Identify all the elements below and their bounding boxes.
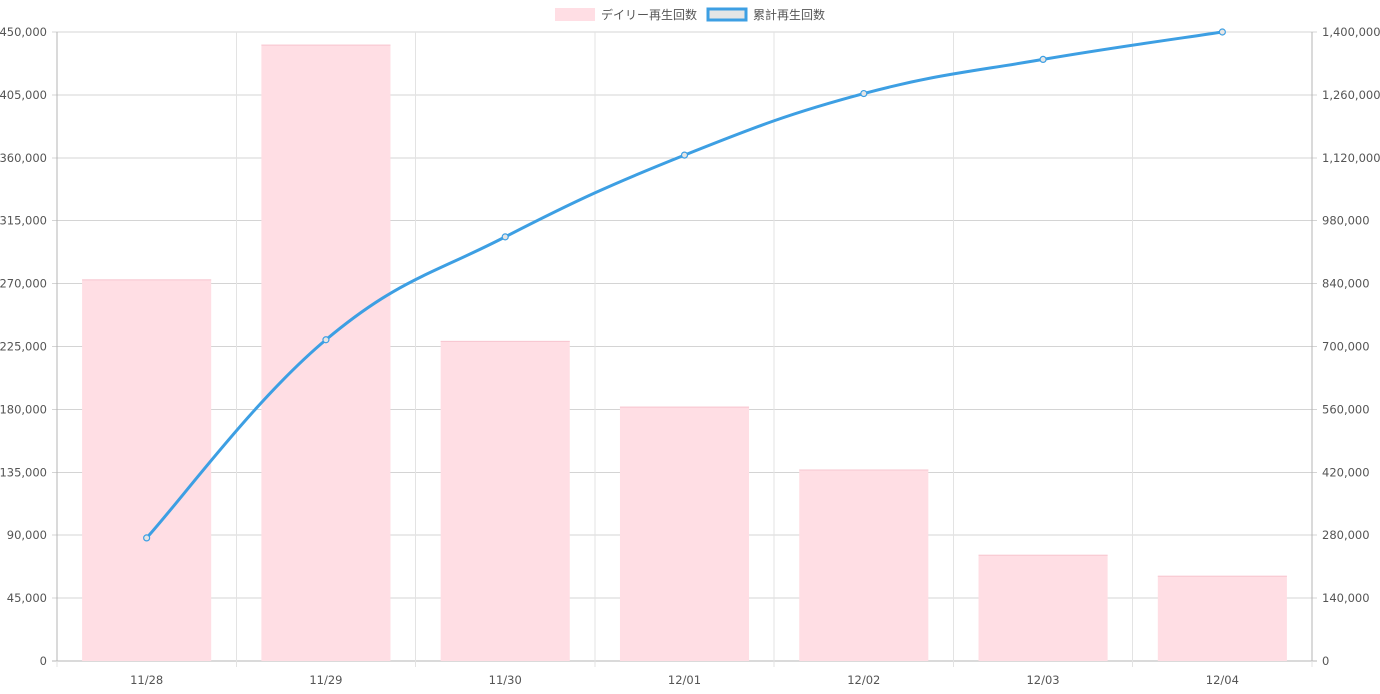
axes: 0 0 45,000 140,000 90,000 280,000 135,000 420,0… [0,25,1380,687]
y-right-tick-label: 700,000 [1322,340,1370,354]
y-left-tick-label: 0 [40,654,47,668]
legend-label-daily[interactable]: デイリー再生回数 [601,7,697,22]
x-tick-label: 12/02 [847,673,880,687]
y-right-tick-label: 280,000 [1322,528,1370,542]
y-left-tick-label: 360,000 [0,151,47,165]
line-point-12-03[interactable] [1039,55,1047,64]
y-right-tick-label: 1,120,000 [1322,151,1380,165]
y-right-tick-label: 0 [1322,654,1329,668]
bar-12-01[interactable] [619,406,750,661]
bar-series [82,44,1287,661]
y-right-tick-label: 140,000 [1322,591,1370,605]
line-point-12-02[interactable] [860,89,868,98]
line-point-11-30[interactable] [501,233,509,241]
legend: デイリー再生回数 累計再生回数 [555,7,825,22]
x-tick-label: 11/29 [309,673,342,687]
y-right-tick-label: 840,000 [1322,277,1370,291]
y-left-tick-label: 270,000 [0,277,47,291]
x-tick-label: 12/01 [668,673,701,687]
line-point-11-28[interactable] [143,534,151,542]
y-left-tick-label: 45,000 [7,591,47,605]
y-right-tick-label: 980,000 [1322,214,1370,228]
y-left-tick-label: 315,000 [0,214,47,228]
line-series [143,28,1226,542]
y-left-tick-label: 90,000 [7,528,47,542]
bar-12-03[interactable] [978,554,1108,661]
y-left-tick-label: 180,000 [0,402,47,416]
y-left-tick-label: 135,000 [0,465,47,479]
y-right-tick-label: 560,000 [1322,402,1370,416]
bar-11-29[interactable] [261,44,391,661]
bar-12-02[interactable] [799,469,929,661]
y-right-tick-label: 1,400,000 [1322,25,1380,39]
legend-swatch-cumulative[interactable] [706,7,748,22]
x-tick-label: 11/30 [489,673,522,687]
bar-11-30[interactable] [440,340,570,661]
x-tick-label: 12/03 [1026,673,1059,687]
y-right-tick-label: 1,260,000 [1322,88,1380,102]
legend-label-cumulative[interactable]: 累計再生回数 [753,7,825,22]
bar-12-04[interactable] [1157,575,1287,661]
line-point-12-01[interactable] [680,151,689,159]
y-left-tick-label: 450,000 [0,25,47,39]
bar-11-28[interactable] [82,279,212,661]
x-tick-label: 12/04 [1206,673,1239,687]
y-right-tick-label: 420,000 [1322,465,1370,479]
legend-swatch-daily[interactable] [555,8,595,21]
line-point-12-04[interactable] [1218,28,1226,36]
line-point-11-29[interactable] [322,336,330,344]
y-left-tick-label: 225,000 [0,340,47,354]
y-left-tick-label: 405,000 [0,88,47,102]
x-tick-label: 11/28 [130,673,163,687]
